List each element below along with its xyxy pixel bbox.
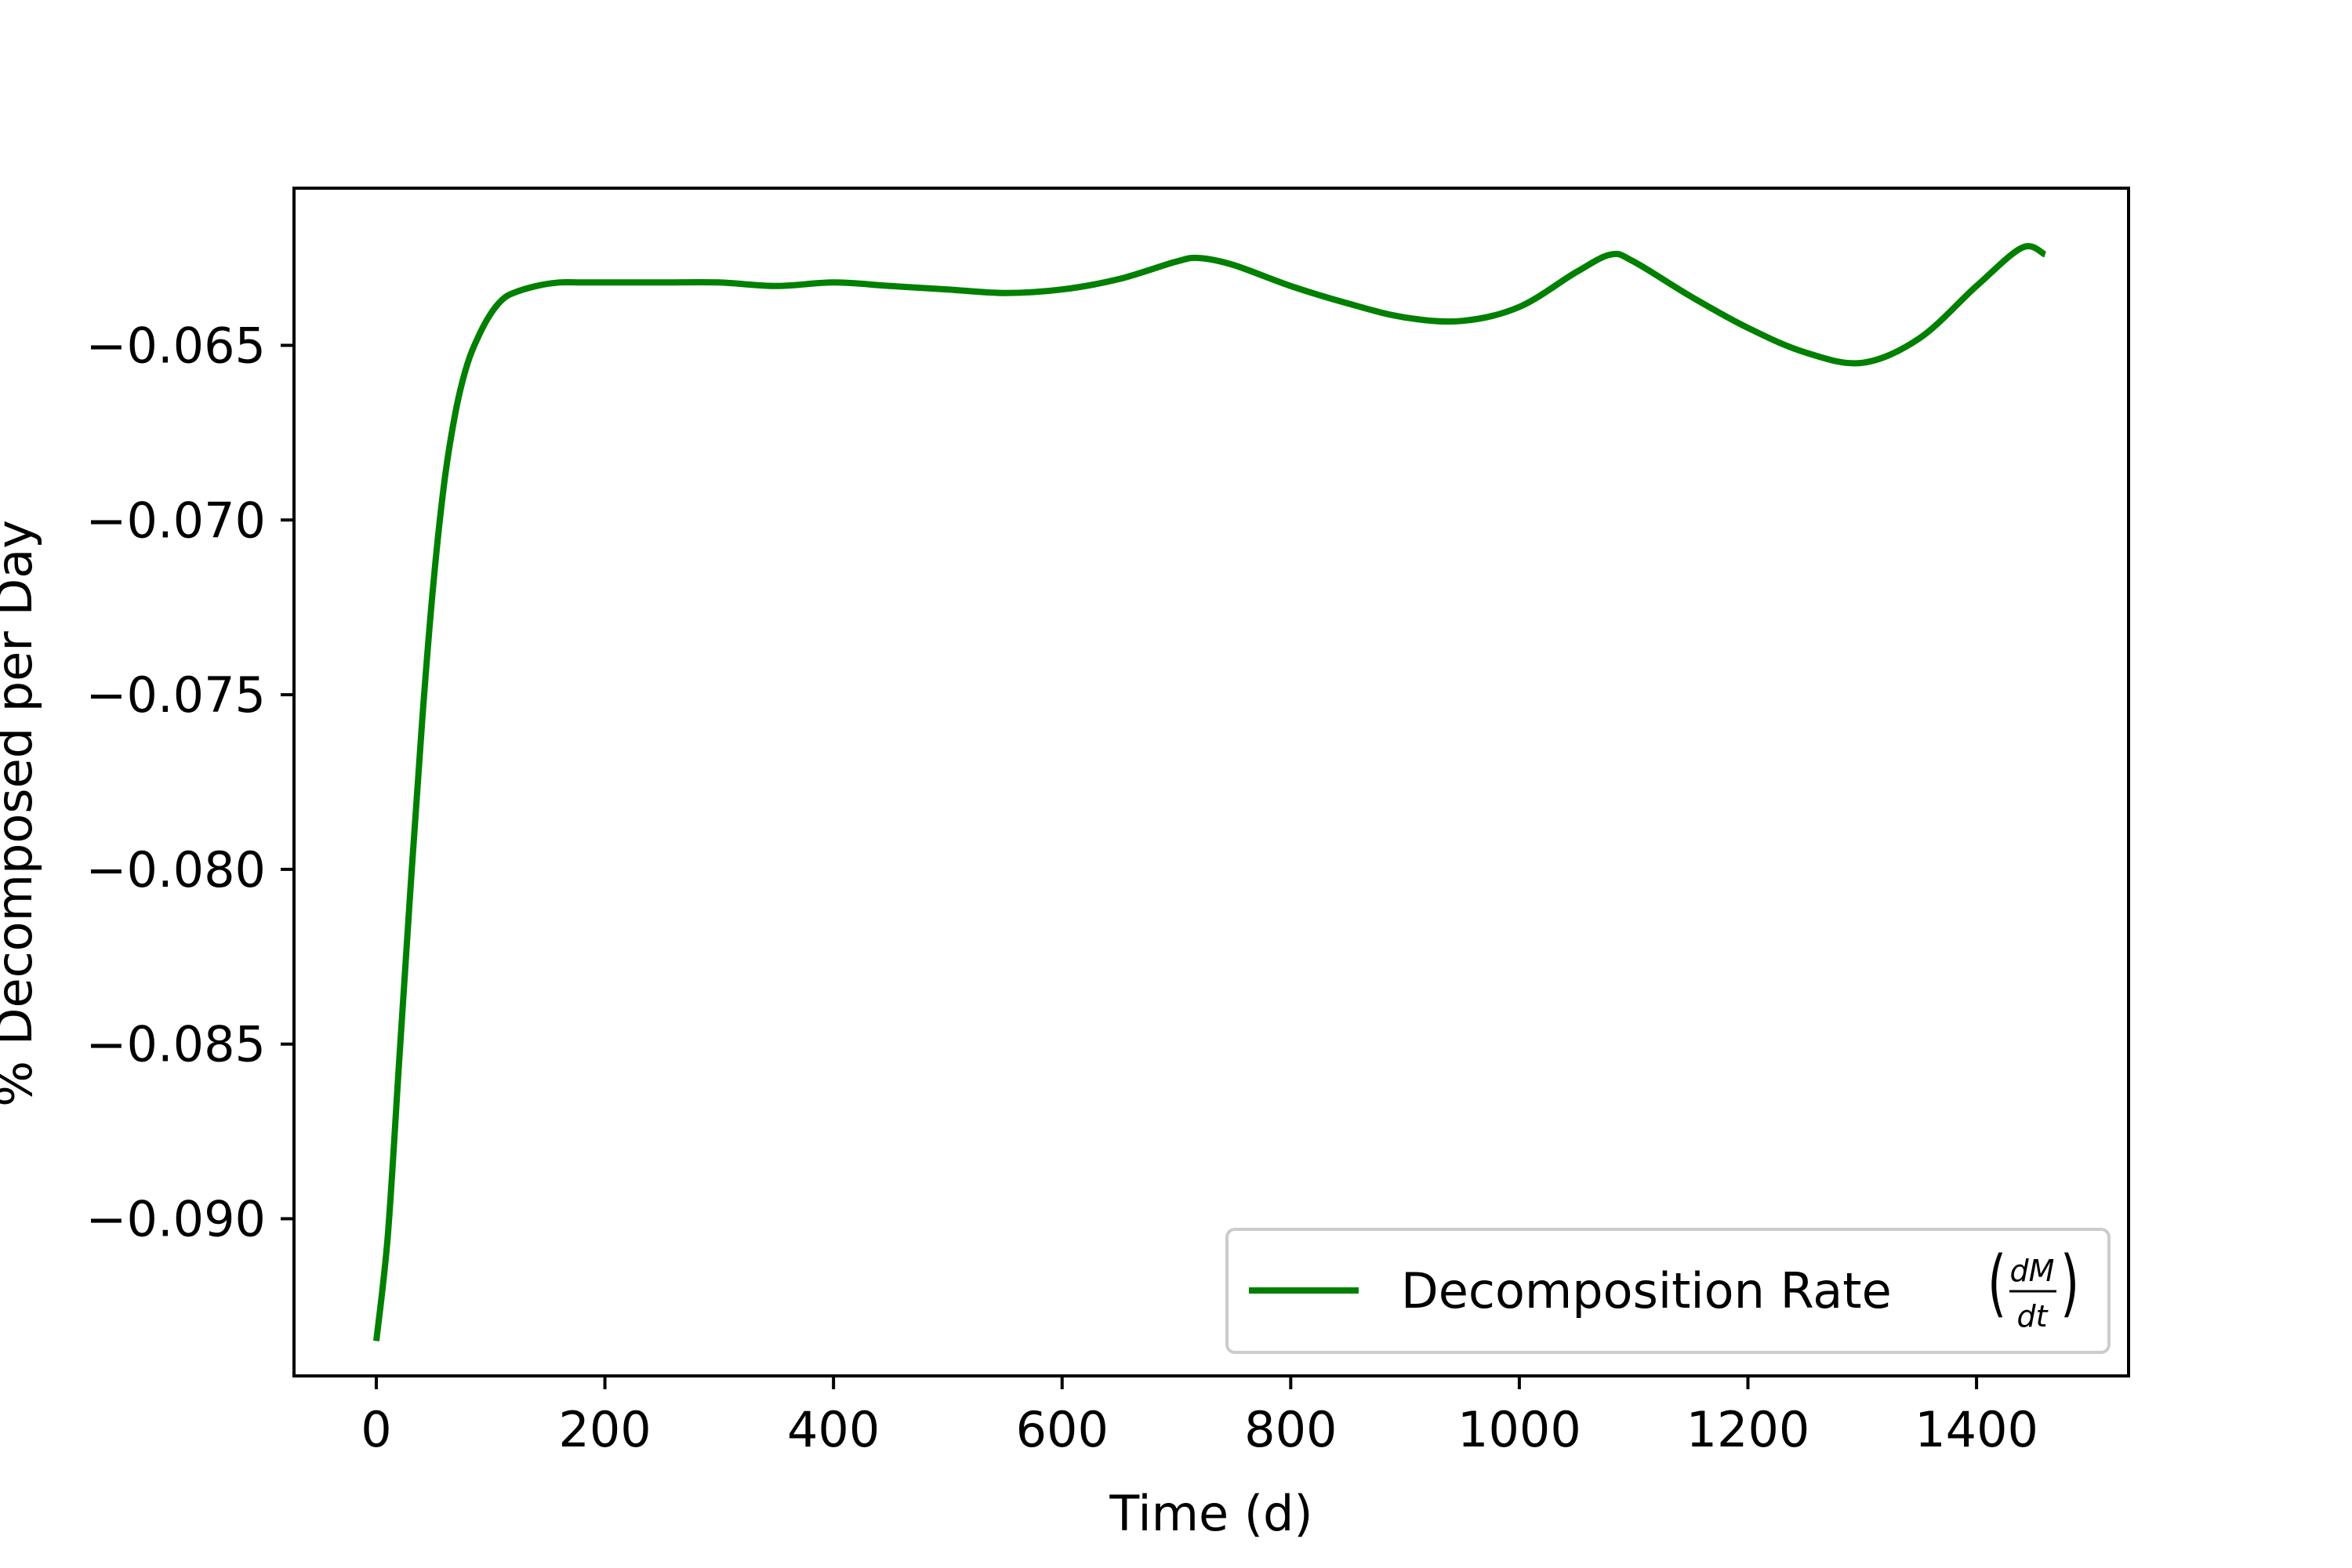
x-tick-label: 600 xyxy=(1016,1401,1109,1458)
y-tick-label: −0.070 xyxy=(86,492,266,549)
y-tick-label: −0.080 xyxy=(86,841,266,898)
x-tick-label: 800 xyxy=(1244,1401,1337,1458)
legend-fraction-denominator: dt xyxy=(2016,1299,2049,1334)
legend-frame xyxy=(1225,1228,2111,1354)
y-tick-label: −0.090 xyxy=(86,1190,266,1247)
y-axis-ticks: −0.065 −0.070 −0.075 −0.080 −0.085 −0.090 xyxy=(86,318,294,1247)
legend-fraction-numerator: dM xyxy=(2010,1254,2055,1288)
plot-area-frame xyxy=(292,187,2130,1377)
y-tick-label: −0.075 xyxy=(86,666,266,724)
x-tick-label: 200 xyxy=(558,1401,651,1458)
x-axis-label: Time (d) xyxy=(1109,1485,1312,1542)
x-tick-label: 0 xyxy=(361,1401,391,1458)
legend: Decomposition Rate ( dM dt ) xyxy=(1225,1228,2111,1354)
y-axis-label: % Decomposed per Day xyxy=(0,520,43,1107)
series-layer xyxy=(373,243,2047,1341)
legend-paren-open: ( xyxy=(1987,1240,2006,1325)
x-tick-label: 400 xyxy=(787,1401,880,1458)
series-line-0 xyxy=(373,243,2047,1341)
x-tick-label: 1000 xyxy=(1457,1401,1581,1458)
legend-paren-close: ) xyxy=(2060,1240,2079,1325)
legend-label-decomposition-rate: Decomposition Rate xyxy=(1401,1262,1892,1319)
x-tick-label: 1200 xyxy=(1686,1401,1810,1458)
x-tick-label: 1400 xyxy=(1915,1401,2038,1458)
x-axis-ticks: 0 200 400 600 800 1000 1200 1400 xyxy=(361,1376,2038,1458)
y-tick-label: −0.065 xyxy=(86,318,266,375)
y-tick-label: −0.085 xyxy=(86,1016,266,1073)
